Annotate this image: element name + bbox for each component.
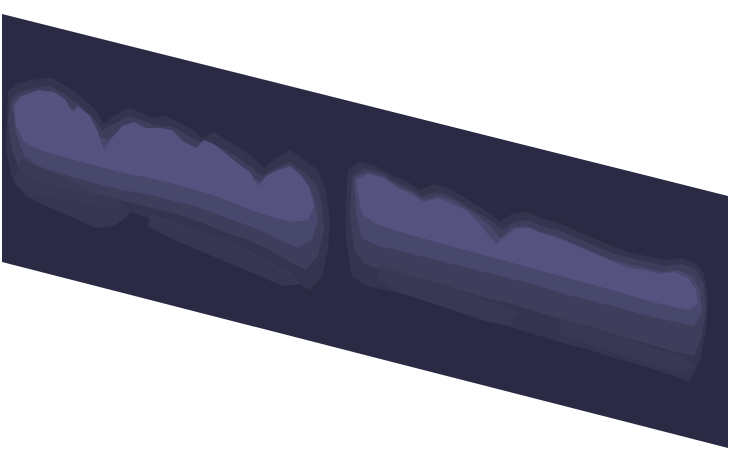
right-blob [346,162,708,382]
right-blob-ridge-2 [560,318,696,372]
left-blob-ridge [14,160,130,228]
right-blob-layer-top [356,174,698,310]
left-blob-ridge-2 [148,214,300,286]
left-blob-layer-top [14,90,314,222]
right-blob-ridge [378,264,520,326]
left-blob [6,78,330,290]
